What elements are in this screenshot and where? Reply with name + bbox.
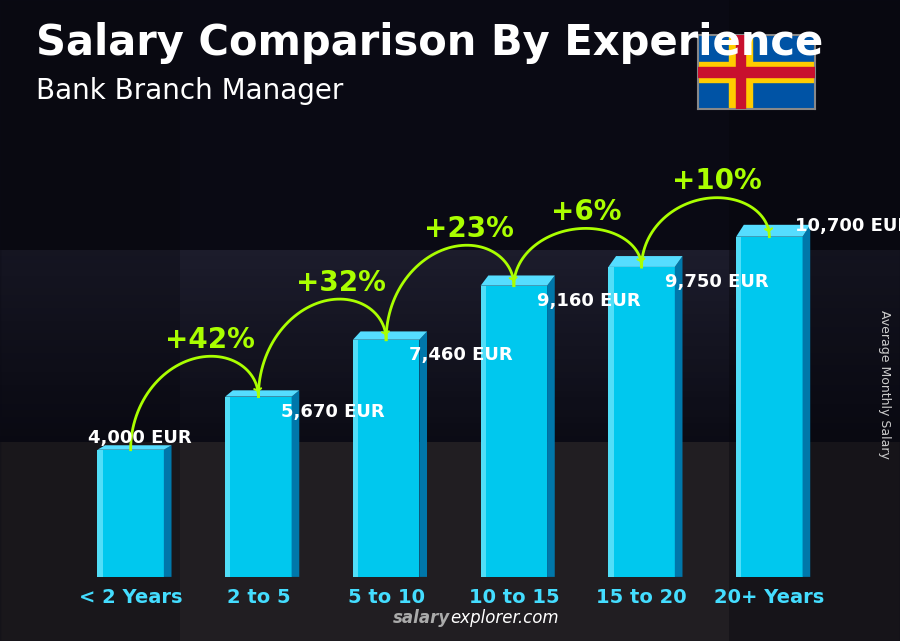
Text: Salary Comparison By Experience: Salary Comparison By Experience bbox=[36, 22, 824, 65]
Text: 10,700 EUR: 10,700 EUR bbox=[795, 217, 900, 235]
Text: +6%: +6% bbox=[551, 198, 622, 226]
Polygon shape bbox=[608, 256, 682, 267]
Polygon shape bbox=[736, 237, 803, 577]
Polygon shape bbox=[481, 286, 547, 577]
Polygon shape bbox=[97, 450, 103, 577]
Polygon shape bbox=[164, 445, 172, 577]
Polygon shape bbox=[225, 397, 292, 577]
Polygon shape bbox=[292, 390, 300, 577]
Polygon shape bbox=[353, 331, 427, 340]
Text: 9,750 EUR: 9,750 EUR bbox=[664, 273, 769, 291]
Polygon shape bbox=[353, 340, 358, 577]
Polygon shape bbox=[736, 225, 810, 237]
Text: 9,160 EUR: 9,160 EUR bbox=[537, 292, 641, 310]
Polygon shape bbox=[547, 276, 554, 577]
Text: +32%: +32% bbox=[296, 269, 385, 297]
Bar bbox=[736, 35, 745, 109]
Text: salary: salary bbox=[392, 609, 450, 627]
Text: +10%: +10% bbox=[672, 167, 762, 195]
Polygon shape bbox=[97, 450, 164, 577]
Polygon shape bbox=[608, 267, 675, 577]
Bar bbox=[698, 62, 814, 83]
Text: 5,670 EUR: 5,670 EUR bbox=[282, 403, 385, 421]
Polygon shape bbox=[419, 331, 427, 577]
Text: +23%: +23% bbox=[424, 215, 513, 243]
Text: 4,000 EUR: 4,000 EUR bbox=[88, 429, 192, 447]
Bar bbox=[698, 67, 814, 78]
Text: Average Monthly Salary: Average Monthly Salary bbox=[878, 310, 890, 459]
Polygon shape bbox=[608, 267, 614, 577]
Polygon shape bbox=[225, 397, 230, 577]
Polygon shape bbox=[803, 225, 810, 577]
Polygon shape bbox=[481, 276, 554, 286]
Polygon shape bbox=[97, 445, 172, 450]
Polygon shape bbox=[481, 286, 486, 577]
Text: explorer.com: explorer.com bbox=[450, 609, 559, 627]
Text: Bank Branch Manager: Bank Branch Manager bbox=[36, 77, 344, 105]
Polygon shape bbox=[675, 256, 682, 577]
Polygon shape bbox=[225, 390, 300, 397]
Text: +42%: +42% bbox=[165, 326, 255, 354]
Polygon shape bbox=[736, 237, 742, 577]
Bar bbox=[729, 35, 752, 109]
Polygon shape bbox=[353, 340, 419, 577]
Text: 7,460 EUR: 7,460 EUR bbox=[410, 346, 513, 364]
